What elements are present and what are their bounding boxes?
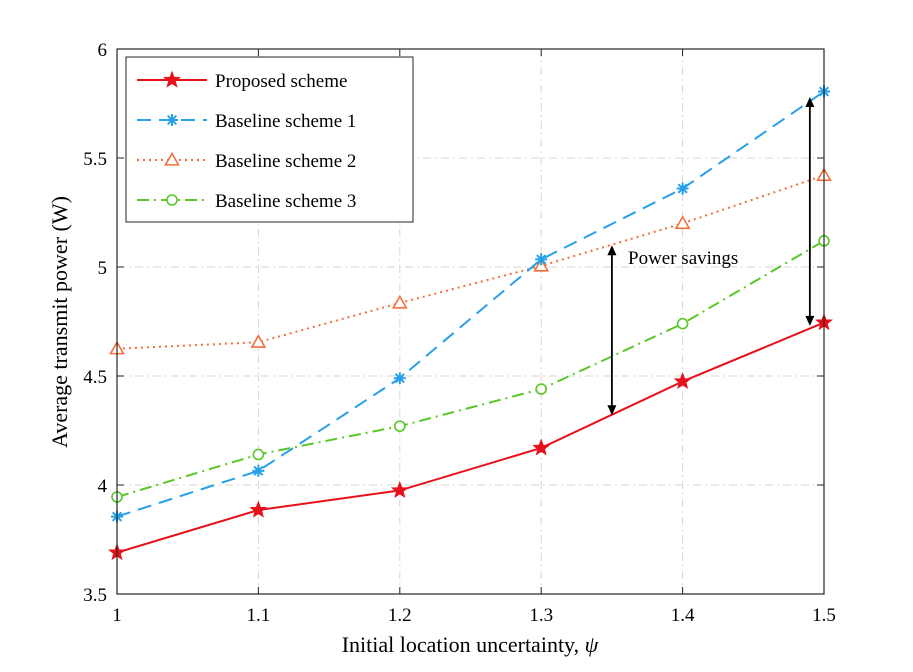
- annotations: Power savings: [607, 96, 815, 416]
- series-line: [116, 321, 825, 554]
- data-point: [535, 253, 548, 266]
- savings-arrowhead-down: [607, 405, 617, 416]
- asterisk-stroke: [166, 114, 178, 126]
- x-tick-label: 1.3: [529, 605, 553, 626]
- data-point: [249, 500, 268, 518]
- power-savings-annotation: Power savings: [628, 248, 738, 269]
- x-tick-label: 1.2: [388, 605, 412, 626]
- y-tick-label: 6: [98, 40, 108, 61]
- series-lines: [116, 90, 825, 554]
- axis-ticks: 1 1.1 1.2 1.3 1.4 1.5 3.5 4 4.5 5 5.5 6: [83, 40, 836, 626]
- x-tick-label: 1: [112, 605, 122, 626]
- savings-arrowhead-up: [607, 245, 617, 256]
- series-line: [116, 239, 825, 498]
- series-line: [116, 90, 825, 518]
- legend-label: Baseline scheme 3: [215, 191, 356, 212]
- asterisk-stroke: [253, 465, 264, 476]
- asterisk-stroke: [677, 183, 688, 194]
- data-point: [391, 294, 408, 309]
- data-point: [676, 317, 689, 330]
- savings-arrowhead-down: [805, 315, 815, 326]
- y-tick-label: 4.5: [83, 367, 107, 388]
- data-point: [390, 481, 409, 499]
- y-tick-label: 3.5: [83, 585, 107, 606]
- data-point: [532, 438, 551, 456]
- plot-frame: [116, 48, 825, 595]
- data-point: [676, 182, 689, 195]
- x-tick-label: 1.5: [812, 605, 836, 626]
- x-tick-label: 1.4: [671, 605, 695, 626]
- y-tick-label: 4: [98, 476, 108, 497]
- x-axis-label: Initial location uncertainty, ψ: [342, 632, 599, 657]
- data-point: [673, 372, 692, 390]
- series-line: [116, 174, 825, 350]
- legend-label: Baseline scheme 1: [215, 111, 356, 132]
- legend-marker: [163, 70, 181, 88]
- asterisk-stroke: [394, 373, 405, 384]
- y-tick-label: 5: [98, 258, 108, 279]
- data-point: [393, 372, 406, 385]
- data-point: [252, 448, 265, 461]
- y-tick-label: 5.5: [83, 149, 107, 170]
- data-point: [250, 334, 267, 348]
- legend-label: Baseline scheme 2: [215, 151, 356, 172]
- x-axis-label-symbol: ψ: [585, 632, 599, 657]
- legend-items: Proposed scheme Baseline scheme 1 Baseline…: [137, 70, 356, 212]
- legend-marker: [164, 151, 180, 166]
- legend-label: Proposed scheme: [215, 71, 347, 92]
- data-point: [535, 383, 548, 395]
- data-point: [393, 420, 406, 432]
- legend: Proposed scheme Baseline scheme 1 Baseline…: [125, 56, 414, 223]
- data-point: [252, 464, 265, 477]
- x-axis-label-text: Initial location uncertainty,: [342, 632, 585, 657]
- y-axis-label: Average transmit power (W): [47, 196, 72, 448]
- legend-marker: [166, 114, 178, 126]
- data-point: [674, 215, 691, 230]
- asterisk-stroke: [536, 254, 547, 265]
- legend-marker: [166, 194, 178, 206]
- x-tick-label: 1.1: [247, 605, 271, 626]
- savings-arrowhead-up: [805, 96, 815, 107]
